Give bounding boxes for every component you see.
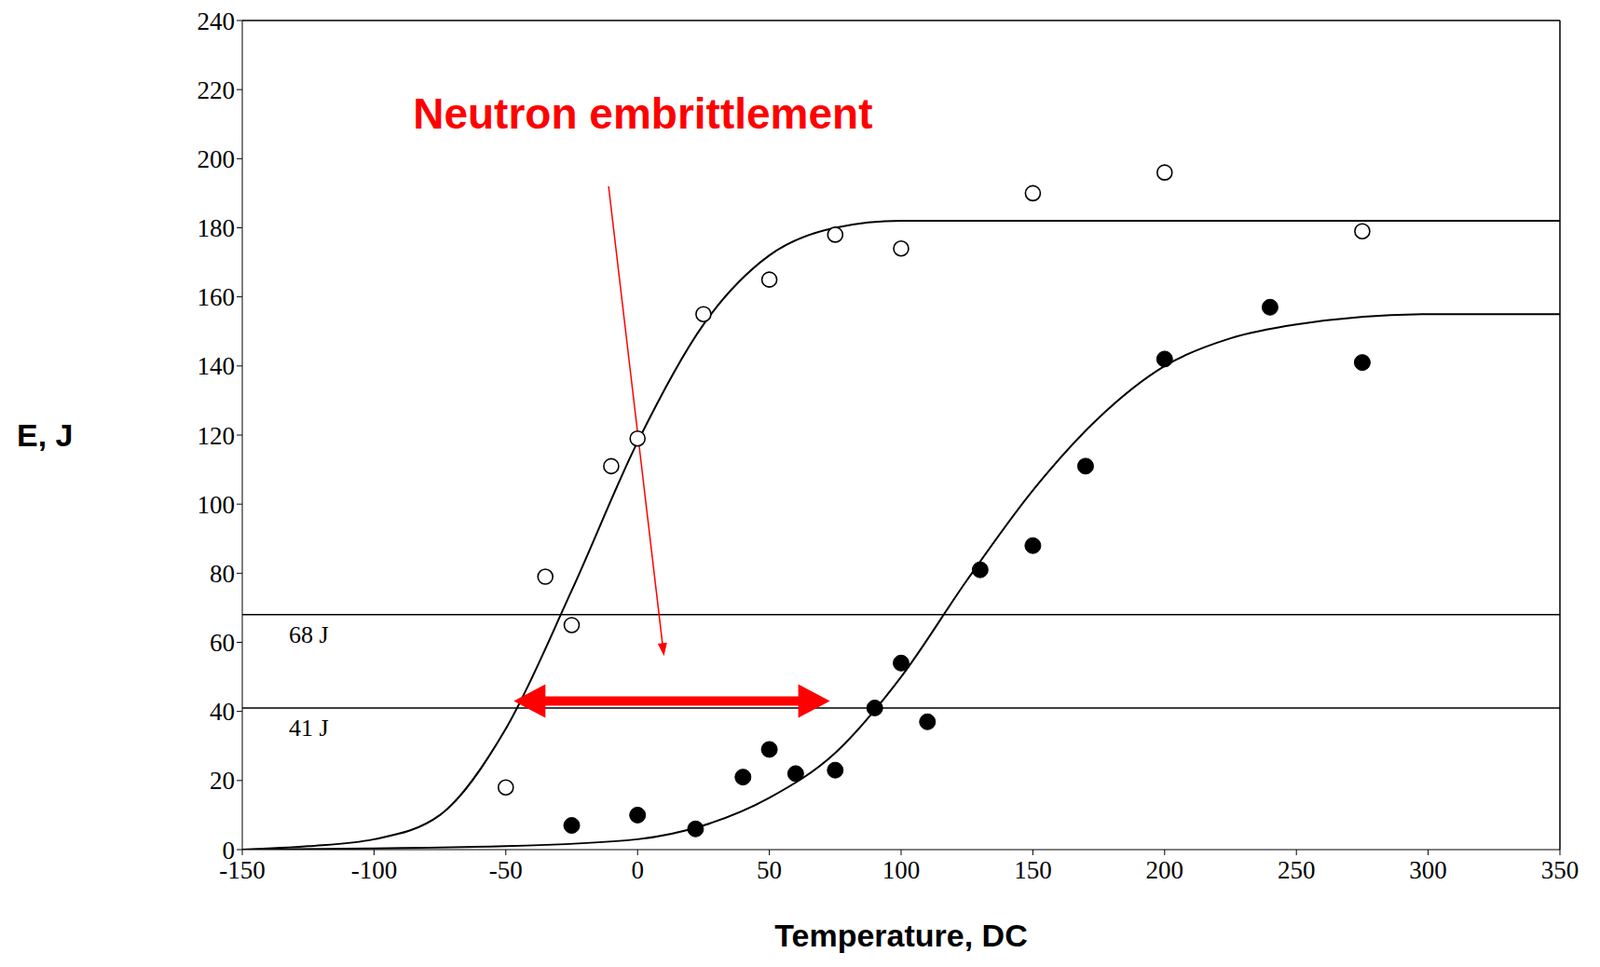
svg-text:50: 50: [756, 856, 782, 885]
svg-text:120: 120: [197, 422, 236, 451]
svg-text:350: 350: [1541, 856, 1580, 885]
svg-text:0: 0: [630, 856, 644, 885]
svg-text:60: 60: [209, 629, 235, 657]
svg-text:160: 160: [197, 283, 236, 312]
svg-text:300: 300: [1408, 856, 1448, 885]
svg-text:-100: -100: [351, 856, 398, 885]
svg-text:200: 200: [1146, 856, 1185, 885]
svg-text:180: 180: [197, 214, 236, 243]
svg-text:140: 140: [197, 352, 236, 381]
svg-text:68 J: 68 J: [288, 621, 329, 649]
svg-text:100: 100: [882, 856, 921, 885]
svg-text:220: 220: [197, 76, 236, 105]
svg-text:E, J: E, J: [16, 417, 73, 453]
svg-text:-50: -50: [489, 856, 523, 885]
svg-text:150: 150: [1013, 856, 1053, 885]
svg-text:100: 100: [197, 491, 236, 520]
svg-text:41 J: 41 J: [288, 714, 329, 742]
svg-text:0: 0: [222, 836, 236, 865]
svg-text:80: 80: [209, 560, 235, 589]
svg-text:40: 40: [209, 697, 235, 726]
svg-text:200: 200: [197, 145, 236, 174]
svg-text:240: 240: [197, 7, 236, 36]
svg-text:Temperature, DC: Temperature, DC: [774, 917, 1027, 954]
svg-text:20: 20: [209, 766, 235, 795]
svg-text:250: 250: [1277, 856, 1316, 885]
svg-text:-150: -150: [219, 856, 266, 885]
svg-text:Neutron embrittlement: Neutron embrittlement: [412, 89, 873, 138]
